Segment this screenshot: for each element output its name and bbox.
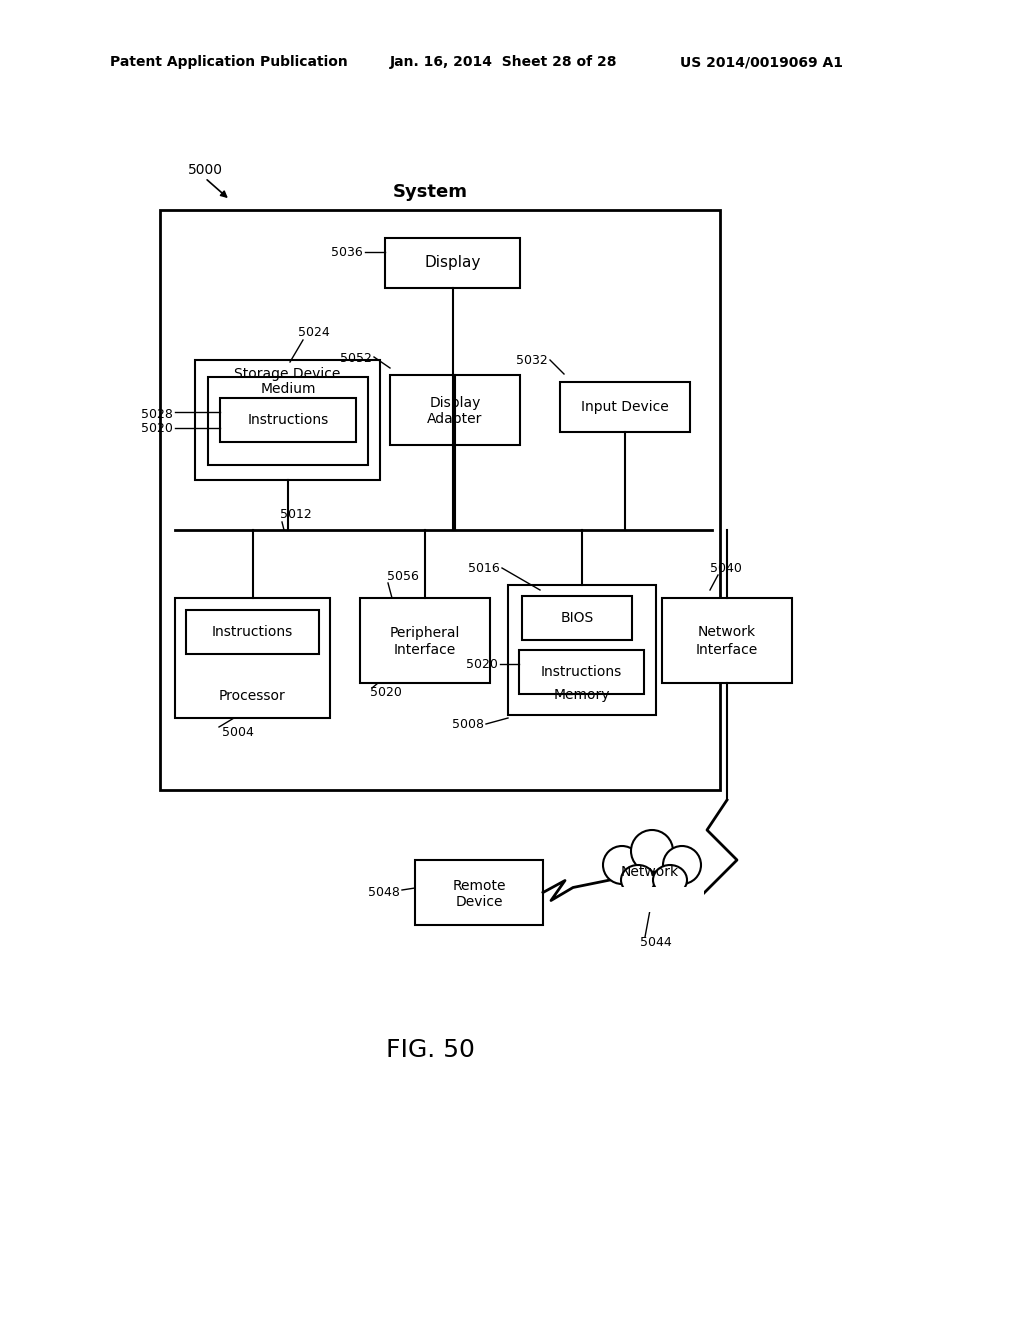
Text: Adapter: Adapter: [427, 412, 482, 426]
Text: 5048: 5048: [368, 886, 400, 899]
Bar: [560, 381, 690, 432]
Bar: [160, 210, 720, 789]
Text: Interface: Interface: [394, 643, 456, 656]
Text: 5028: 5028: [141, 408, 173, 421]
Bar: [175, 598, 330, 718]
Text: 5036: 5036: [331, 247, 362, 260]
Text: BIOS: BIOS: [560, 611, 594, 624]
Text: Display: Display: [424, 256, 480, 271]
Text: 5032: 5032: [516, 354, 548, 367]
Text: 5004: 5004: [222, 726, 254, 738]
Text: Processor: Processor: [219, 689, 286, 704]
Text: Device: Device: [456, 895, 503, 908]
Ellipse shape: [631, 830, 673, 873]
Bar: [390, 375, 520, 445]
Text: Instructions: Instructions: [541, 665, 623, 678]
Ellipse shape: [621, 865, 655, 895]
Text: 5020: 5020: [370, 685, 401, 698]
Text: System: System: [392, 183, 468, 201]
Bar: [195, 360, 380, 480]
Text: Storage Device: Storage Device: [234, 367, 341, 381]
Bar: [662, 598, 792, 682]
Text: 5016: 5016: [468, 561, 500, 574]
Bar: [220, 399, 356, 442]
Text: Jan. 16, 2014  Sheet 28 of 28: Jan. 16, 2014 Sheet 28 of 28: [390, 55, 617, 69]
Text: Interface: Interface: [696, 643, 758, 656]
Text: FIG. 50: FIG. 50: [386, 1038, 474, 1063]
Text: Network: Network: [698, 626, 756, 639]
Bar: [360, 598, 490, 682]
Ellipse shape: [663, 846, 701, 884]
Text: 5052: 5052: [340, 351, 372, 364]
Text: 5012: 5012: [280, 507, 311, 520]
Bar: [385, 238, 520, 288]
Bar: [208, 378, 368, 465]
Text: Remote: Remote: [453, 879, 506, 892]
Text: 5000: 5000: [188, 162, 223, 177]
Bar: [519, 649, 644, 694]
Bar: [415, 861, 543, 925]
Text: 5040: 5040: [710, 561, 741, 574]
Bar: [186, 610, 319, 653]
Ellipse shape: [653, 865, 687, 895]
Text: Peripheral: Peripheral: [390, 626, 460, 639]
Text: 5024: 5024: [298, 326, 330, 339]
Text: Instructions: Instructions: [212, 624, 293, 639]
Text: 5056: 5056: [387, 569, 419, 582]
Text: Instructions: Instructions: [248, 413, 329, 426]
Text: Patent Application Publication: Patent Application Publication: [110, 55, 348, 69]
Ellipse shape: [603, 846, 641, 884]
Text: 5020: 5020: [141, 421, 173, 434]
Bar: [600, 887, 705, 912]
Text: Input Device: Input Device: [582, 400, 669, 414]
Bar: [508, 585, 656, 715]
Text: Network: Network: [621, 865, 679, 879]
Bar: [522, 597, 632, 640]
Text: Memory: Memory: [554, 688, 610, 702]
Text: Medium: Medium: [260, 381, 315, 396]
Text: 5008: 5008: [452, 718, 484, 731]
Text: 5044: 5044: [640, 936, 672, 949]
Text: US 2014/0019069 A1: US 2014/0019069 A1: [680, 55, 843, 69]
Text: Display: Display: [429, 396, 480, 411]
Text: 5020: 5020: [466, 659, 498, 672]
